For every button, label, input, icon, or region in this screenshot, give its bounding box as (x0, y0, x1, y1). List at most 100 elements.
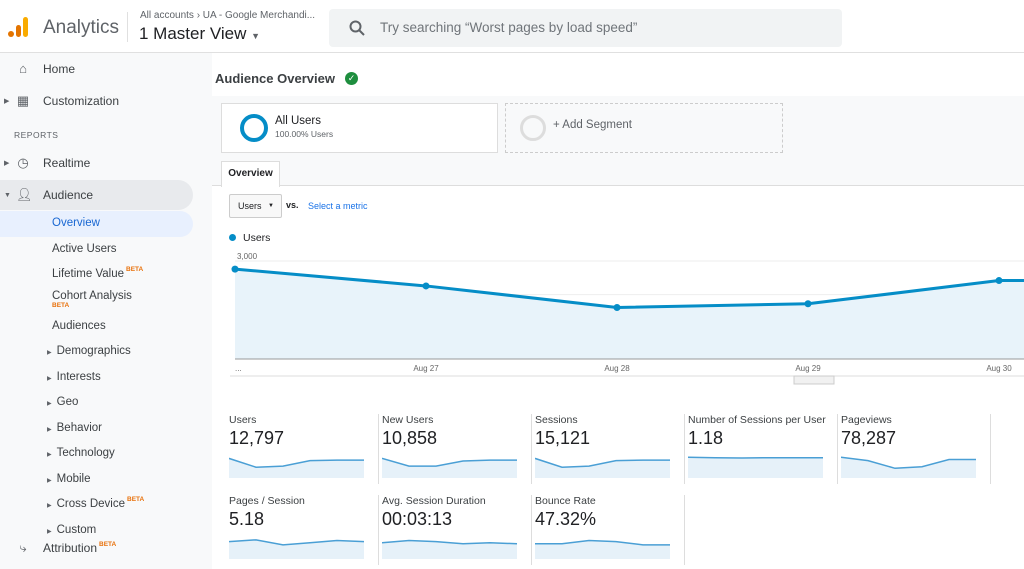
label: Home (43, 62, 76, 76)
sidebar-item-attribution[interactable]: ⤷ Attribution BETA (0, 533, 193, 563)
y-tick-label: 3,000 (237, 252, 258, 261)
metric-value: 12,797 (229, 428, 285, 448)
beta-badge: BETA (99, 541, 117, 548)
select-metric-link[interactable]: Select a metric (308, 201, 368, 211)
tab-overview[interactable]: Overview (221, 161, 280, 187)
caret-down-icon: ▼ (4, 191, 11, 199)
caret-down-icon: ▼ (268, 203, 274, 209)
metric-card[interactable]: Sessions 15,121 (535, 414, 685, 484)
caret-right-icon: ▶ (47, 503, 52, 509)
label: Technology (56, 447, 115, 459)
metric-card[interactable]: Bounce Rate 47.32% (535, 495, 685, 565)
metric-value: 1.18 (688, 428, 724, 448)
sidebar-item-audiences[interactable]: Audiences (52, 320, 106, 332)
label: Audience (43, 188, 94, 202)
sidebar-item-realtime[interactable]: ▶ ◷ Realtime (0, 148, 193, 178)
sidebar-item-custom[interactable]: ▶ Custom (47, 524, 96, 534)
caret-down-icon: ▼ (251, 31, 261, 41)
metric-value: 78,287 (841, 428, 897, 448)
caret-right-icon: ▶ (47, 401, 52, 407)
metric-select-value: Users (238, 201, 262, 211)
search-input[interactable]: Try searching “Worst pages by load speed… (329, 9, 842, 47)
sidebar-item-overview[interactable]: Overview (0, 211, 193, 237)
metric-card[interactable]: Number of Sessions per User 1.18 (688, 414, 838, 484)
sidebar-item-customization[interactable]: ▶ ▦ Customization (0, 86, 193, 116)
sidebar-item-cross-device[interactable]: ▶ Cross Device BETA (47, 496, 144, 510)
caret-right-icon: ▶ (4, 98, 10, 105)
add-segment-button[interactable]: + Add Segment (505, 103, 783, 153)
label: Mobile (56, 472, 91, 485)
metric-label: Avg. Session Duration (382, 495, 486, 507)
label: Geo (56, 396, 79, 408)
sidebar-item-mobile[interactable]: ▶ Mobile (47, 473, 91, 485)
metric-value: 00:03:13 (382, 509, 453, 529)
segment-all-users[interactable]: All Users 100.00% Users (221, 103, 498, 153)
divider (127, 12, 128, 42)
metric-card[interactable]: Avg. Session Duration 00:03:13 (382, 495, 532, 565)
data-point (613, 303, 621, 311)
segment-circle-icon (240, 114, 268, 142)
metric-value: 10,858 (382, 428, 438, 448)
sparkline (382, 539, 518, 559)
data-point (231, 265, 239, 273)
beta-badge: BETA (126, 266, 144, 273)
label: Interests (56, 370, 101, 383)
x-tick-label: Aug 27 (413, 364, 439, 373)
metric-label: Bounce Rate (535, 495, 596, 507)
sidebar-item-geo[interactable]: ▶ Geo (47, 396, 78, 408)
metric-card[interactable]: Pageviews 78,287 (841, 414, 991, 484)
series-line-users (234, 267, 1024, 309)
metric-select[interactable]: Users ▼ (229, 194, 282, 218)
sidebar-item-demographics[interactable]: ▶ Demographics (47, 345, 131, 357)
sidebar-item-home[interactable]: ⌂ Home (0, 54, 193, 84)
add-segment-label: + Add Segment (553, 119, 632, 131)
beta-badge: BETA (52, 302, 70, 309)
breadcrumb[interactable]: All accounts › UA - Google Merchandi... (140, 10, 316, 21)
sidebar-item-interests[interactable]: ▶ Interests (47, 371, 101, 383)
label: Cross Device (56, 498, 126, 510)
caret-right-icon: ▶ (47, 477, 52, 484)
label: Demographics (56, 345, 131, 357)
metric-label: Pageviews (841, 414, 892, 426)
metric-value: 5.18 (229, 509, 265, 529)
sidebar-item-cohort-analysis[interactable]: Cohort Analysis BETA (52, 290, 132, 309)
area-fill (235, 269, 1024, 359)
legend-label: Users (243, 232, 271, 244)
x-tick-label: ... (235, 364, 242, 373)
data-point (422, 282, 430, 290)
metric-card[interactable]: Pages / Session 5.18 (229, 495, 379, 565)
label: Behavior (56, 421, 103, 434)
legend-dot-icon (229, 234, 236, 241)
sidebar: ⌂ Home ▶ ▦ Customization REPORTS ▶ ◷ Realtime… (0, 53, 212, 569)
sidebar-item-lifetime-value[interactable]: Lifetime Value BETA (52, 266, 144, 280)
caret-right-icon: ▶ (47, 375, 52, 382)
chart-resize-handle[interactable] (793, 375, 835, 385)
sidebar-item-active-users[interactable]: Active Users (52, 243, 117, 255)
reports-heading: REPORTS (14, 130, 59, 140)
dashboard-icon: ▦ (16, 93, 30, 108)
metric-label: Pages / Session (229, 495, 305, 507)
view-selector[interactable]: 1 Master View ▼ (139, 24, 260, 44)
top-bar: Analytics All accounts › UA - Google Mer… (0, 0, 1024, 53)
sidebar-item-audience[interactable]: ▼ 👤︎ Audience (0, 180, 193, 210)
x-tick-label: Aug 28 (604, 364, 630, 373)
label: Cohort Analysis (52, 290, 132, 302)
sparkline (535, 457, 670, 478)
home-icon: ⌂ (19, 61, 27, 76)
sparkline (229, 539, 365, 559)
metric-value: 15,121 (535, 428, 591, 448)
sidebar-item-technology[interactable]: ▶ Technology (47, 447, 115, 459)
sparkline (382, 457, 517, 478)
metric-card[interactable]: Users 12,797 (229, 414, 379, 484)
clock-icon: ◷ (17, 155, 29, 170)
caret-right-icon: ▶ (47, 350, 52, 356)
metric-card[interactable]: New Users 10,858 (382, 414, 532, 484)
label: Realtime (43, 156, 91, 170)
verified-check-icon: ✓ (345, 72, 358, 85)
app-name: Analytics (43, 17, 120, 38)
segment-detail: 100.00% Users (275, 129, 334, 139)
sparkline (229, 457, 364, 478)
data-point (995, 277, 1003, 285)
sidebar-item-behavior[interactable]: ▶ Behavior (47, 422, 102, 434)
